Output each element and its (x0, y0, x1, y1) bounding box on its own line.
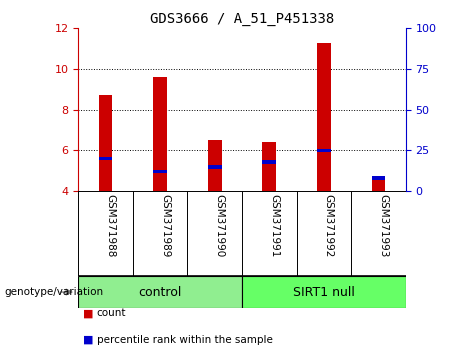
Bar (262, 142, 276, 191)
Bar (99, 157, 112, 160)
Bar (208, 165, 222, 169)
Text: GSM371990: GSM371990 (215, 194, 225, 257)
Bar (208, 140, 222, 191)
Text: GSM371993: GSM371993 (378, 194, 389, 257)
Bar (262, 160, 276, 164)
Text: SIRT1 null: SIRT1 null (293, 286, 355, 298)
Text: count: count (97, 308, 126, 318)
Bar (372, 179, 385, 191)
Bar (242, 276, 406, 308)
Bar (99, 96, 112, 191)
Text: ■: ■ (83, 308, 94, 318)
Bar (372, 176, 385, 180)
Text: GSM371991: GSM371991 (269, 194, 279, 257)
Text: ■: ■ (83, 335, 94, 345)
Title: GDS3666 / A_51_P451338: GDS3666 / A_51_P451338 (150, 12, 334, 26)
Text: GSM371992: GSM371992 (324, 194, 334, 257)
Bar (317, 149, 331, 152)
Bar (154, 170, 167, 173)
Text: GSM371989: GSM371989 (160, 194, 170, 257)
Text: GSM371988: GSM371988 (106, 194, 116, 257)
Text: percentile rank within the sample: percentile rank within the sample (97, 335, 273, 345)
Bar (317, 42, 331, 191)
Text: genotype/variation: genotype/variation (5, 287, 104, 297)
Bar (154, 77, 167, 191)
Text: control: control (138, 286, 182, 298)
Bar (78, 276, 242, 308)
